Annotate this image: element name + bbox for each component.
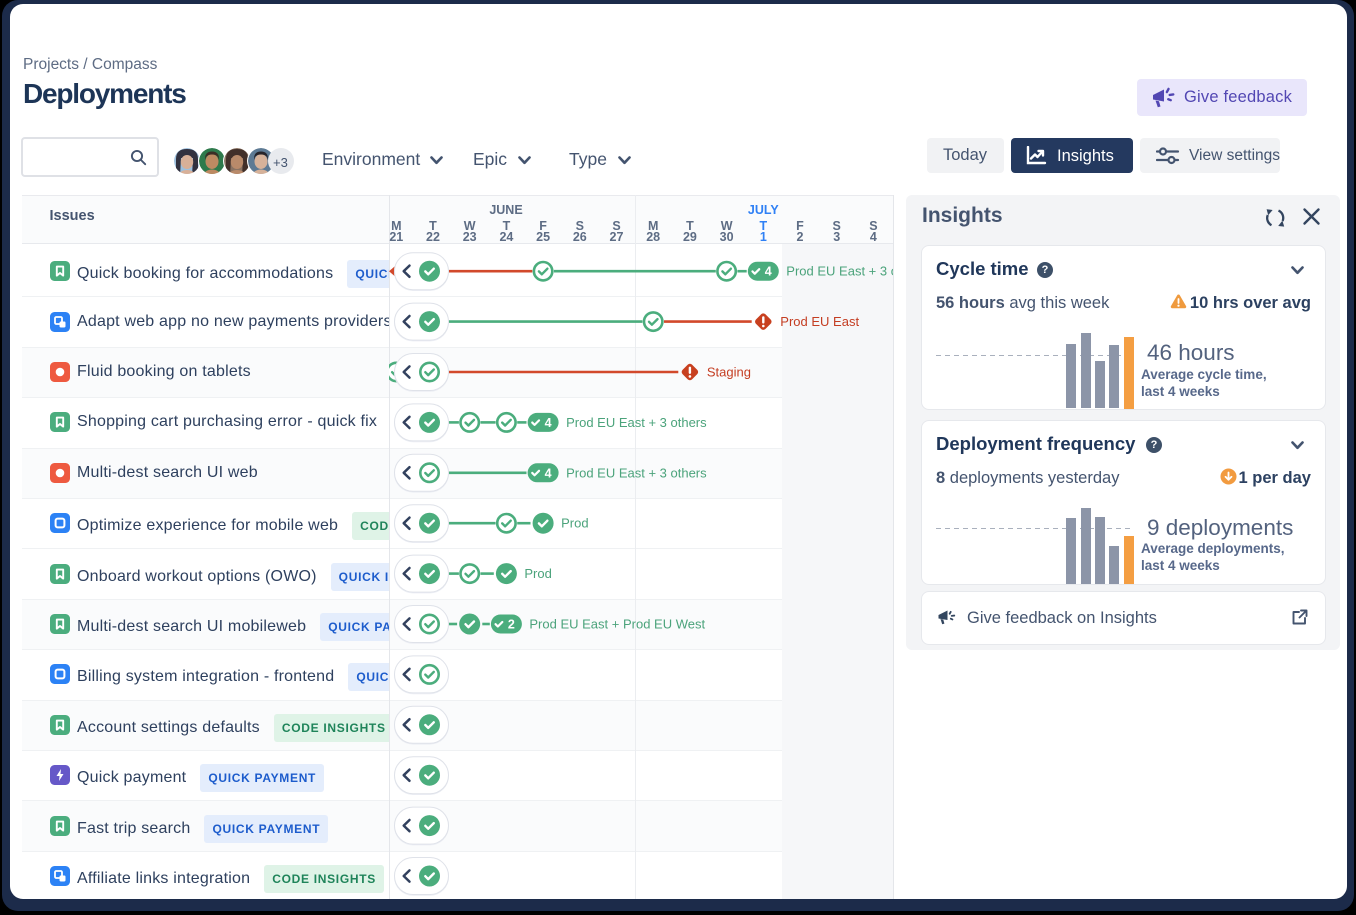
svg-text:Prod EU East + Prod EU West: Prod EU East + Prod EU West [529,617,705,632]
svg-text:Prod EU East: Prod EU East [780,314,859,329]
svg-text:Prod: Prod [524,566,551,581]
svg-text:2: 2 [508,618,515,632]
svg-text:4: 4 [545,466,552,480]
svg-text:Staging: Staging [707,365,751,380]
svg-text:4: 4 [765,265,772,279]
svg-text:Prod: Prod [561,516,588,531]
svg-text:4: 4 [545,416,552,430]
svg-text:Prod EU East + 3 others: Prod EU East + 3 others [566,465,707,480]
svg-text:Prod EU East + 3 others: Prod EU East + 3 others [566,415,707,430]
svg-text:Prod EU East + 3 others: Prod EU East + 3 others [786,264,893,279]
